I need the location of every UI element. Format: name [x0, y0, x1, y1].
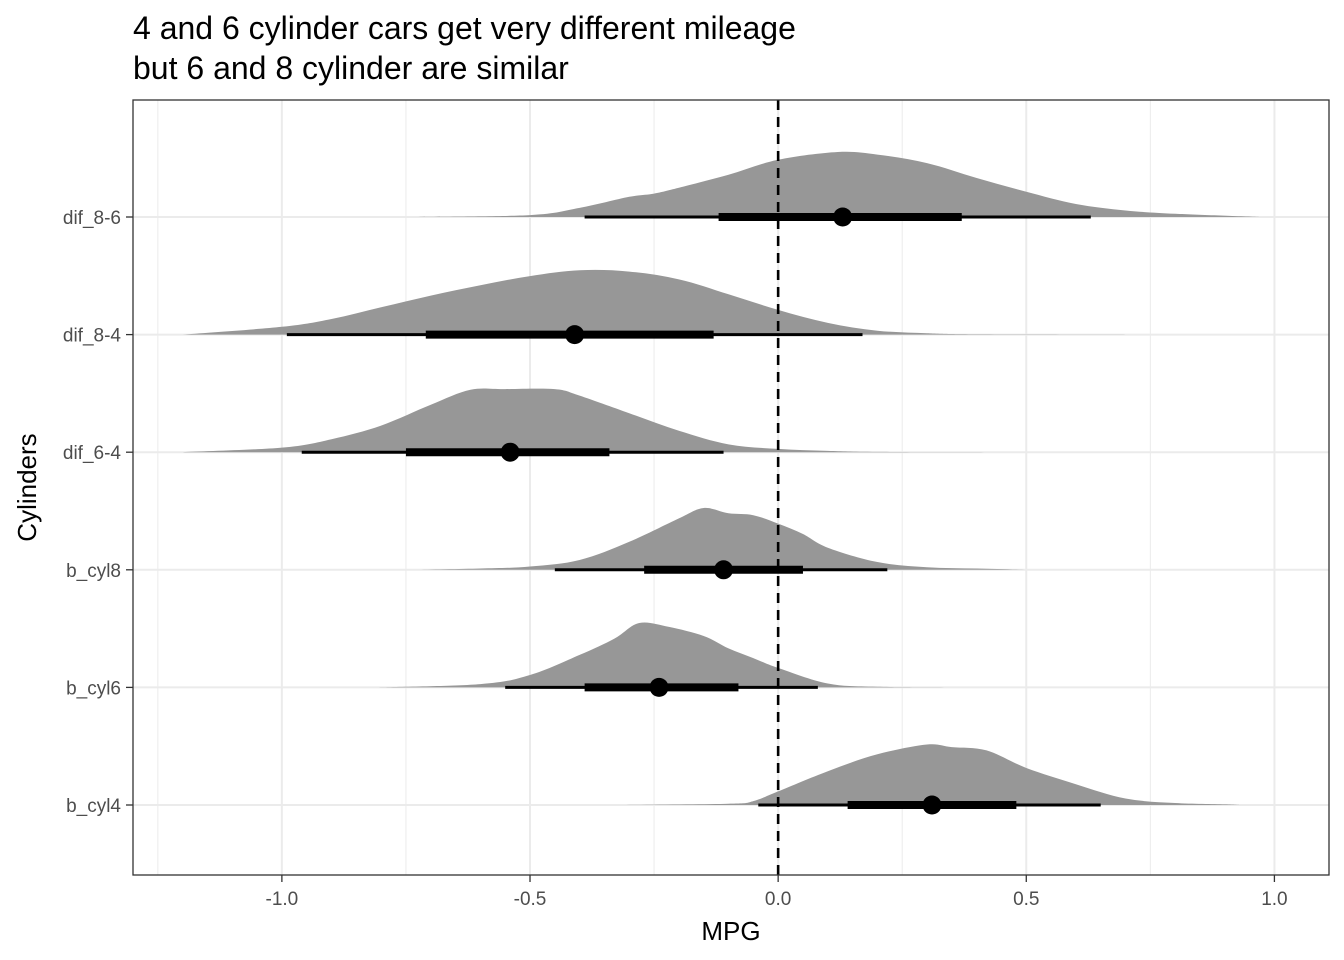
axis-layer: -1.0 -0.5 0.0 0.5 1.0 dif_8-6 dif_8-4 dif_6-4 b_… — [63, 208, 1288, 910]
x-tick-label: -0.5 — [514, 889, 547, 910]
x-tick-label: 0.0 — [765, 889, 791, 910]
density-b_cyl4 — [614, 744, 1240, 805]
panel-border — [132, 99, 1330, 876]
density-b_cyl6 — [376, 622, 977, 688]
x-tick-label: -1.0 — [266, 889, 299, 910]
y-axis-title: Cylinders — [12, 433, 42, 541]
y-tick-label: b_cyl6 — [66, 678, 121, 699]
density-dif_8-6 — [410, 151, 1260, 217]
density-dif_8-4 — [182, 269, 1126, 335]
y-tick-label: dif_6-4 — [63, 443, 122, 464]
y-tick-label: b_cyl8 — [66, 561, 121, 582]
x-tick-label: 1.0 — [1261, 889, 1287, 910]
point-b_cyl6 — [649, 677, 669, 697]
y-tick-label: dif_8-4 — [63, 326, 122, 347]
y-tick-label: dif_8-6 — [63, 208, 121, 229]
x-axis-title: MPG — [701, 916, 760, 946]
chart-title-line-2: but 6 and 8 cylinder are similar — [133, 50, 569, 86]
point-b_cyl8 — [714, 560, 734, 580]
point-dif_8-4 — [565, 325, 585, 345]
point-b_cyl4 — [922, 795, 942, 815]
interval-layer — [286, 207, 1101, 815]
density-layer — [182, 151, 1260, 805]
y-tick-label: b_cyl4 — [66, 796, 121, 817]
point-dif_8-6 — [833, 207, 853, 227]
chart-title-line-1: 4 and 6 cylinder cars get very different… — [133, 10, 796, 46]
x-tick-label: 0.5 — [1013, 889, 1039, 910]
point-dif_6-4 — [500, 442, 520, 462]
density-dif_6-4 — [182, 388, 1002, 453]
density-b_cyl8 — [415, 507, 1027, 570]
